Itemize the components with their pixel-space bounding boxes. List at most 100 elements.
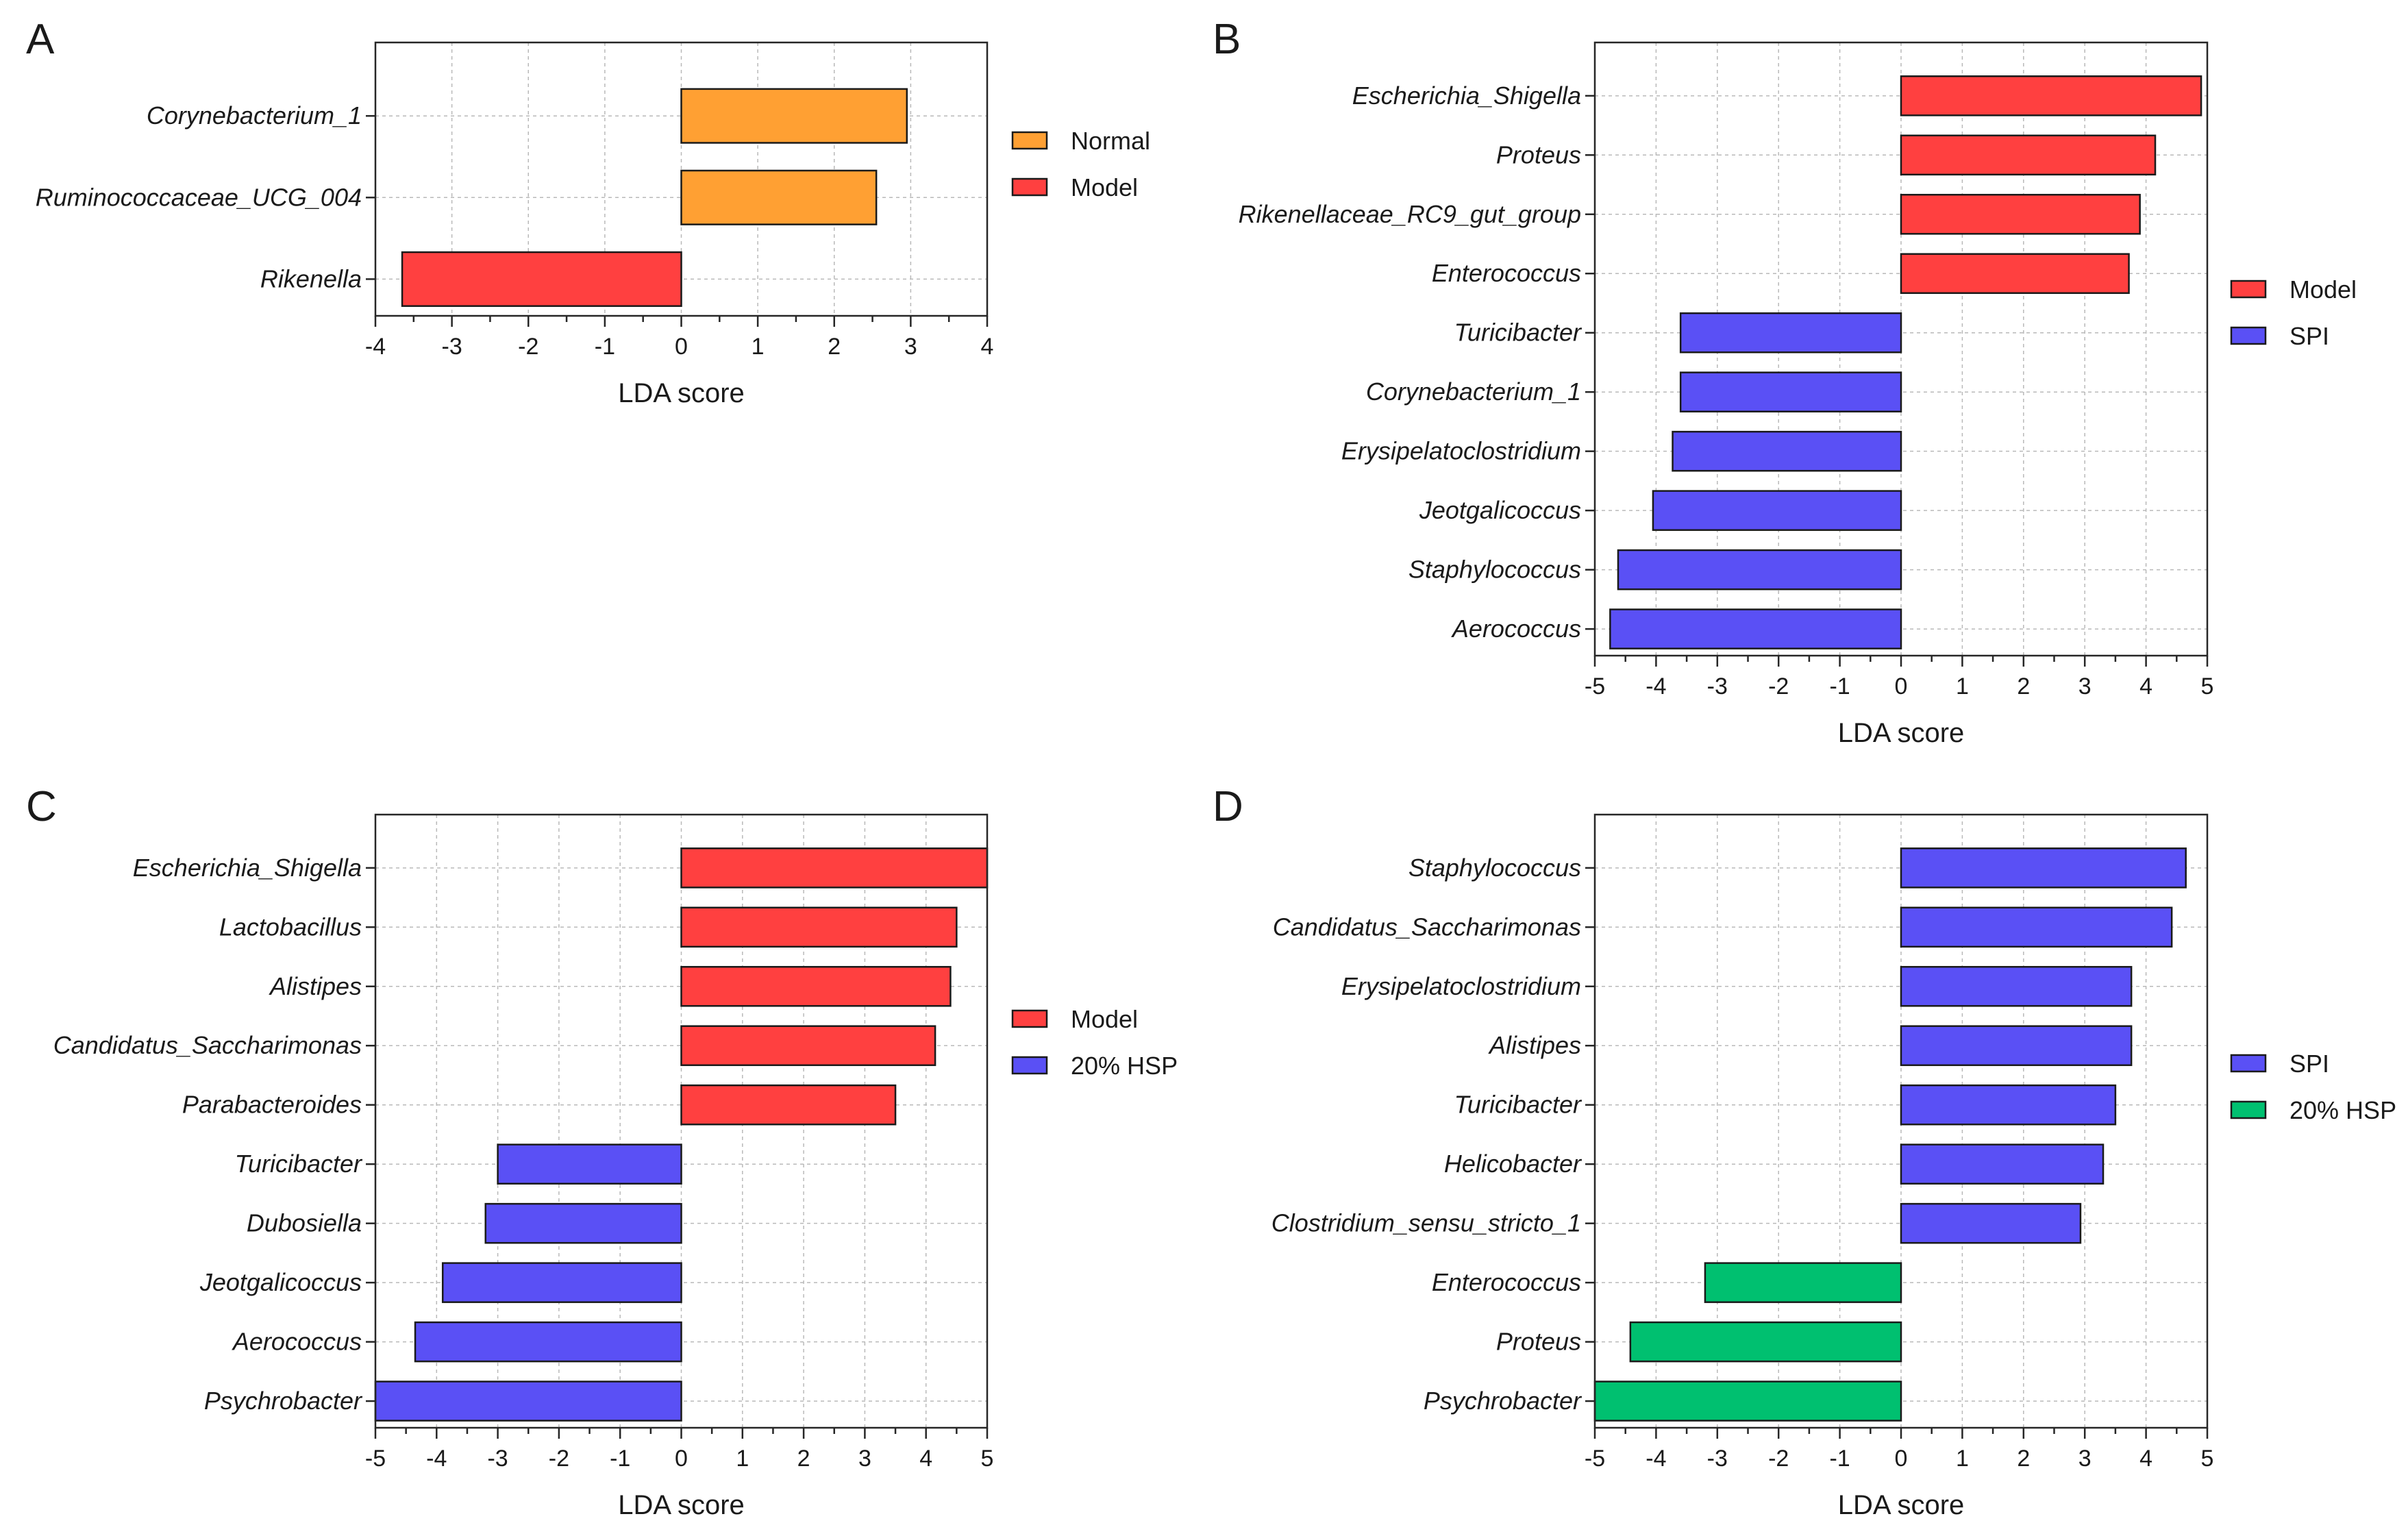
x-tick-label: 2 xyxy=(2017,1446,2030,1472)
x-tick-label: -5 xyxy=(365,1446,386,1472)
legend-label: SPI xyxy=(2289,322,2329,350)
panel-a: A Corynebacterium_1 Ruminococcaceae_UCG_00… xyxy=(26,16,1150,408)
x-tick-label: 0 xyxy=(1895,1446,1908,1472)
category-label: Lactobacillus xyxy=(219,913,362,941)
y-axis: Corynebacterium_1 Ruminococcaceae_UCG_004… xyxy=(36,101,375,293)
category-label: Turicibacter xyxy=(235,1150,363,1178)
x-tick-label: 2 xyxy=(828,334,841,360)
panel-d: D Staphylococcus Candidatus_Saccharimonas E… xyxy=(1213,783,2396,1520)
x-tick-label: 1 xyxy=(1956,1446,1969,1472)
panel-c: C Escherichia_Shigella Lactobacillus Alisti… xyxy=(26,783,1178,1520)
x-axis: -5 -4 -3 -2 -1 0 1 2 3 4 5 LDA score xyxy=(365,1428,993,1520)
x-tick-label: -3 xyxy=(487,1446,508,1472)
legend: Model SPI xyxy=(2230,275,2357,350)
legend-swatch xyxy=(2230,1100,2267,1119)
x-tick-label: 1 xyxy=(736,1446,749,1472)
bar-candidatus-saccharimonas xyxy=(680,1025,936,1067)
bar-erysipelatoclostridium xyxy=(1900,965,2133,1007)
legend-label: 20% HSP xyxy=(1071,1052,1178,1080)
bar-jeotgalicoccus xyxy=(441,1262,682,1303)
bar-lactobacillus xyxy=(680,906,958,948)
category-label: Proteus xyxy=(1496,140,1581,169)
bar-aerococcus xyxy=(1609,608,1902,649)
bars xyxy=(1593,847,2187,1422)
legend-label: Model xyxy=(1071,173,1138,201)
x-tick-label: 3 xyxy=(2078,1446,2092,1472)
x-tick-label: -4 xyxy=(1646,673,1666,699)
legend-swatch xyxy=(1011,1009,1048,1028)
x-axis-title: LDA score xyxy=(618,1490,745,1520)
legend-swatch xyxy=(1011,177,1048,197)
legend-label: Model xyxy=(1071,1005,1138,1033)
legend-swatch xyxy=(2230,326,2267,345)
legend-swatch xyxy=(1011,1056,1048,1075)
x-tick-label: -3 xyxy=(1707,673,1728,699)
bar-parabacteroides xyxy=(680,1084,897,1126)
legend-swatch xyxy=(2230,1054,2267,1073)
x-tick-label: 0 xyxy=(1895,673,1908,699)
y-axis: Escherichia_Shigella Proteus Rikenellaceae… xyxy=(1239,82,1595,643)
category-label: Dubosiella xyxy=(247,1209,362,1237)
panel-letter: C xyxy=(26,783,57,830)
bar-staphylococcus xyxy=(1900,847,2187,889)
panel-b: B Escherichia_Shigella Proteus Rikenellacea… xyxy=(1213,16,2357,748)
bar-ruminococcaceae-ucg-004 xyxy=(680,169,878,225)
panel-letter: D xyxy=(1213,783,1243,830)
category-label: Escherichia_Shigella xyxy=(133,854,362,882)
x-tick-label: -4 xyxy=(365,334,386,360)
category-label: Staphylococcus xyxy=(1408,556,1581,584)
bar-rikenellaceae-rc9-gut-group xyxy=(1900,193,2141,235)
category-label: Turicibacter xyxy=(1454,1091,1582,1119)
x-axis-title: LDA score xyxy=(618,378,745,408)
bars xyxy=(1609,75,2202,649)
bar-alistipes xyxy=(680,965,952,1007)
bar-enterococcus xyxy=(1900,253,2130,295)
category-label: Enterococcus xyxy=(1432,1268,1581,1296)
x-tick-label: -2 xyxy=(518,334,538,360)
bar-psychrobacter xyxy=(374,1380,682,1422)
x-tick-label: 3 xyxy=(858,1446,871,1472)
bar-turicibacter xyxy=(1679,312,1902,354)
x-axis: -4 -3 -2 -1 0 1 2 3 4 LDA score xyxy=(365,316,994,408)
bar-dubosiella xyxy=(484,1202,682,1244)
category-label: Jeotgalicoccus xyxy=(1419,496,1581,524)
legend-swatch xyxy=(1011,131,1048,150)
bar-proteus xyxy=(1900,134,2157,176)
x-axis: -5 -4 -3 -2 -1 0 1 2 3 4 5 LDA score xyxy=(1585,656,2213,748)
bar-corynebacterium-1 xyxy=(680,88,908,144)
panel-letter: B xyxy=(1213,16,1241,63)
category-label: Rikenella xyxy=(260,264,362,293)
bar-candidatus-saccharimonas xyxy=(1900,906,2173,948)
bar-escherichia-shigella xyxy=(680,847,989,889)
x-tick-label: -5 xyxy=(1585,1446,1605,1472)
legend: SPI 20% HSP xyxy=(2230,1050,2396,1124)
bars xyxy=(374,847,989,1422)
x-tick-label: -2 xyxy=(1768,673,1789,699)
x-tick-label: 1 xyxy=(752,334,765,360)
x-tick-label: 0 xyxy=(675,1446,688,1472)
category-label: Erysipelatoclostridium xyxy=(1341,437,1581,465)
category-label: Alistipes xyxy=(1488,1031,1581,1059)
category-label: Psychrobacter xyxy=(204,1387,363,1415)
x-tick-label: -2 xyxy=(1768,1446,1789,1472)
x-tick-label: 4 xyxy=(919,1446,932,1472)
y-axis: Staphylococcus Candidatus_Saccharimonas Er… xyxy=(1271,854,1595,1415)
category-label: Escherichia_Shigella xyxy=(1352,82,1581,110)
x-tick-label: 4 xyxy=(2139,673,2152,699)
category-label: Psychrobacter xyxy=(1424,1387,1582,1415)
x-axis: -5 -4 -3 -2 -1 0 1 2 3 4 5 LDA score xyxy=(1585,1428,2213,1520)
x-tick-label: 4 xyxy=(981,334,994,360)
legend-label: SPI xyxy=(2289,1050,2329,1078)
x-tick-label: 1 xyxy=(1956,673,1969,699)
x-tick-label: -1 xyxy=(595,334,615,360)
y-axis: Escherichia_Shigella Lactobacillus Alistip… xyxy=(53,854,375,1415)
category-label: Clostridium_sensu_stricto_1 xyxy=(1271,1209,1581,1237)
category-label: Candidatus_Saccharimonas xyxy=(1273,913,1581,941)
legend: Model 20% HSP xyxy=(1011,1005,1178,1080)
x-tick-label: -1 xyxy=(1829,1446,1850,1472)
bar-turicibacter xyxy=(497,1143,682,1185)
x-tick-label: -1 xyxy=(1829,673,1850,699)
category-label: Erysipelatoclostridium xyxy=(1341,972,1581,1000)
category-label: Proteus xyxy=(1496,1328,1581,1356)
